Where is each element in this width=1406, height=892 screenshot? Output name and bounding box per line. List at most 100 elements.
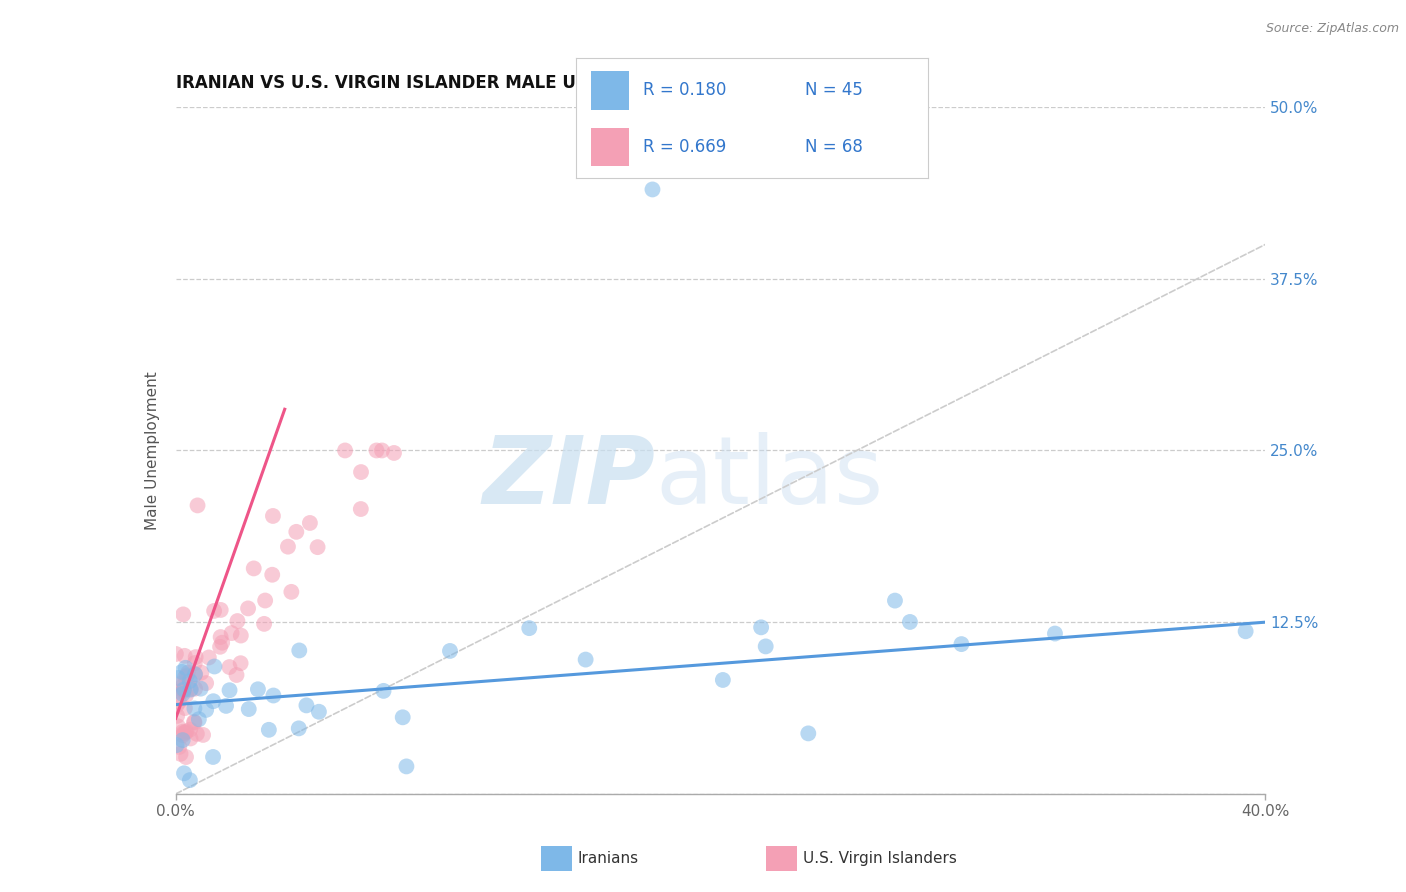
Point — [225, 668, 247, 682]
Point — [211, 636, 233, 650]
Point — [209, 640, 232, 654]
Point — [172, 687, 194, 701]
Point — [183, 715, 205, 730]
Point — [797, 726, 820, 740]
Text: ZIP: ZIP — [482, 432, 655, 524]
Point — [172, 724, 194, 739]
Point — [166, 709, 188, 723]
Point — [183, 714, 205, 729]
Text: R = 0.669: R = 0.669 — [643, 138, 727, 156]
Point — [177, 665, 200, 680]
Point — [180, 681, 202, 696]
Point — [366, 443, 388, 458]
Point — [884, 593, 907, 607]
Point — [277, 540, 299, 554]
Point — [173, 648, 195, 663]
Text: atlas: atlas — [655, 432, 883, 524]
Point — [229, 657, 252, 671]
Point — [262, 567, 284, 582]
Point — [167, 719, 190, 733]
Point — [382, 446, 405, 460]
Point — [287, 722, 309, 736]
Point — [184, 667, 207, 681]
Point — [167, 695, 190, 709]
Point — [180, 682, 202, 697]
Point — [190, 665, 212, 680]
Point — [184, 650, 207, 665]
Point — [202, 604, 225, 618]
Point — [218, 660, 240, 674]
Point — [190, 681, 212, 696]
Point — [198, 650, 221, 665]
Point — [257, 723, 280, 737]
Point — [173, 701, 195, 715]
Point — [350, 465, 373, 479]
Point — [262, 508, 284, 523]
Point — [439, 644, 461, 658]
Y-axis label: Male Unemployment: Male Unemployment — [145, 371, 160, 530]
Text: IRANIAN VS U.S. VIRGIN ISLANDER MALE UNEMPLOYMENT CORRELATION CHART: IRANIAN VS U.S. VIRGIN ISLANDER MALE UNE… — [176, 74, 924, 92]
Point — [170, 676, 193, 690]
Point — [169, 683, 191, 698]
Point — [307, 540, 329, 554]
Point — [165, 647, 187, 661]
Point — [218, 683, 240, 698]
Point — [254, 593, 277, 607]
Point — [179, 723, 201, 737]
Point — [242, 561, 264, 575]
Point — [174, 688, 197, 702]
Point — [184, 656, 207, 670]
Point — [238, 702, 260, 716]
Point — [308, 705, 330, 719]
Point — [755, 640, 778, 654]
Point — [209, 603, 232, 617]
Point — [173, 684, 195, 698]
Point — [295, 698, 318, 713]
Point — [221, 626, 243, 640]
Text: Source: ZipAtlas.com: Source: ZipAtlas.com — [1265, 22, 1399, 36]
Point — [350, 502, 373, 516]
Point — [174, 750, 197, 764]
Point — [183, 701, 205, 715]
Point — [195, 676, 218, 690]
Point — [172, 607, 194, 622]
Point — [298, 516, 321, 530]
Point — [280, 585, 302, 599]
Point — [202, 750, 225, 764]
Point — [262, 689, 284, 703]
Point — [191, 728, 214, 742]
Point — [186, 727, 208, 741]
Point — [174, 725, 197, 739]
Point — [179, 731, 201, 746]
Point — [575, 652, 598, 666]
Point — [172, 679, 194, 693]
Point — [288, 643, 311, 657]
Point — [898, 615, 921, 629]
Point — [1043, 626, 1066, 640]
Point — [215, 698, 238, 713]
Point — [711, 673, 734, 687]
Point — [176, 724, 198, 739]
Point — [204, 659, 226, 673]
Point — [202, 694, 225, 708]
Point — [229, 628, 252, 642]
Point — [187, 712, 209, 726]
Point — [179, 673, 201, 688]
Point — [391, 710, 413, 724]
Point — [209, 630, 232, 644]
Point — [246, 682, 269, 697]
Text: U.S. Virgin Islanders: U.S. Virgin Islanders — [803, 851, 956, 865]
Point — [184, 667, 207, 681]
Point — [517, 621, 540, 635]
Text: N = 68: N = 68 — [804, 138, 863, 156]
Point — [166, 698, 188, 713]
Point — [333, 443, 356, 458]
Text: N = 45: N = 45 — [804, 81, 863, 100]
Point — [195, 703, 218, 717]
Point — [173, 726, 195, 740]
Point — [226, 614, 249, 628]
Point — [167, 671, 190, 685]
Point — [373, 684, 395, 698]
Point — [173, 682, 195, 697]
FancyBboxPatch shape — [591, 71, 630, 110]
